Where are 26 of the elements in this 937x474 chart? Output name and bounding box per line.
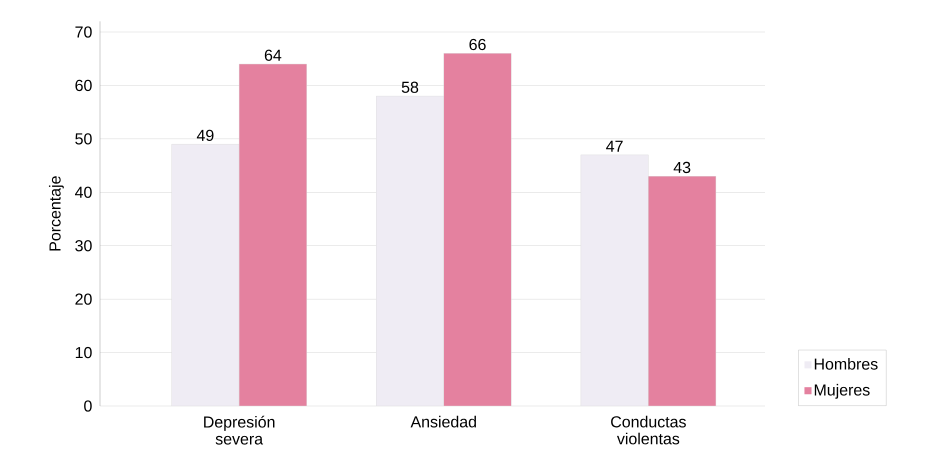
data-label: 58 — [402, 82, 418, 93]
bar — [171, 144, 240, 406]
bar — [648, 176, 716, 406]
x-tick-label: Conductas violentas — [611, 416, 686, 444]
data-label: 47 — [606, 140, 623, 152]
data-label: 43 — [674, 162, 690, 174]
y-tick-label: 20 — [75, 294, 92, 305]
y-tick-label: 0 — [84, 400, 92, 412]
y-tick-label: 50 — [75, 133, 92, 144]
y-tick-label: 40 — [74, 186, 92, 198]
x-tick-label: Depresión severa — [204, 416, 274, 445]
legend-label: Mujeres — [814, 384, 870, 399]
y-tick-label: 70 — [75, 26, 92, 38]
bar — [444, 53, 512, 406]
data-label: 64 — [264, 50, 282, 61]
y-tick-label: 60 — [75, 80, 92, 92]
bar — [376, 96, 444, 406]
y-axis-title: Porcentaje — [48, 176, 64, 250]
legend-label: Hombres — [814, 358, 878, 370]
y-tick-label: 30 — [75, 240, 92, 252]
bar — [238, 64, 307, 406]
data-label: 66 — [469, 38, 486, 50]
x-tick-label: Ansiedad — [410, 416, 476, 428]
data-label: 49 — [196, 130, 214, 142]
bar — [580, 154, 649, 406]
y-tick-label: 10 — [76, 346, 92, 358]
